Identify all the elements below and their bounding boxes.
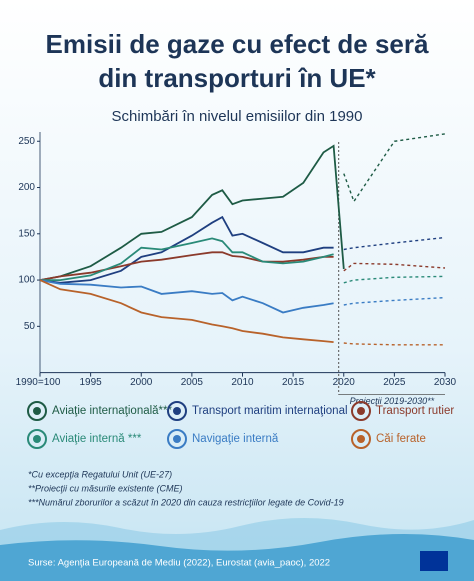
- legend-label: Navigaţie internă: [192, 433, 279, 445]
- series-line: [39, 279, 334, 314]
- legend-dot: [357, 407, 365, 415]
- legend-icon: [167, 429, 187, 449]
- source: Surse: Agenţia Europeană de Mediu (2022)…: [28, 558, 330, 569]
- legend-dot: [173, 407, 181, 415]
- footnote: *Cu excepţia Regatului Unit (UE-27): [28, 469, 172, 479]
- x-tick-label: 1990=100: [16, 377, 61, 388]
- legend-label: Aviaţie internaţională***: [52, 405, 173, 417]
- series-line: [39, 144, 345, 281]
- projection-line: [343, 296, 446, 306]
- wave: [0, 533, 474, 581]
- legend-icon: [351, 429, 371, 449]
- y-tick-label: 150: [18, 228, 35, 239]
- footnote: **Proiecţii cu măsurile existente (CME): [28, 483, 183, 493]
- legend-label: Căi ferate: [376, 433, 426, 445]
- subtitle: Schimbări în nivelul emisiilor din 1990: [112, 108, 363, 125]
- legend-icon: [27, 429, 47, 449]
- series-line: [39, 215, 334, 284]
- x-tick-label: 2000: [130, 377, 153, 388]
- legend-icon: [27, 401, 47, 421]
- x-tick-label: 2015: [282, 377, 305, 388]
- y-tick-label: 250: [18, 136, 35, 147]
- legend-dot: [33, 435, 41, 443]
- legend-label: Transport rutier: [376, 405, 454, 417]
- x-tick-label: 2030: [434, 377, 457, 388]
- legend-icon: [351, 401, 371, 421]
- x-tick-label: 2025: [383, 377, 406, 388]
- footnote: ***Numărul zborurilor a scăzut în 2020 d…: [28, 497, 344, 507]
- x-tick-label: 2020: [333, 377, 356, 388]
- y-tick-label: 50: [24, 321, 36, 332]
- projection-line: [343, 236, 446, 251]
- legend-dot: [33, 407, 41, 415]
- projection-line: [343, 342, 445, 346]
- projection-line: [343, 275, 446, 284]
- x-tick-label: 1995: [80, 377, 103, 388]
- y-tick-label: 100: [18, 275, 35, 286]
- legend-icon: [167, 401, 187, 421]
- x-tick-label: 2005: [181, 377, 204, 388]
- projection-line: [343, 133, 446, 203]
- series-line: [40, 237, 334, 281]
- title: din transporturi în UE*: [98, 63, 376, 93]
- legend-dot: [173, 435, 181, 443]
- y-tick-label: 200: [18, 182, 35, 193]
- series-line: [39, 279, 334, 343]
- legend-label: Transport maritim internaţional: [192, 405, 348, 417]
- projection-line: [343, 262, 446, 272]
- title: Emisii de gaze cu efect de seră: [46, 29, 429, 59]
- projection-label: Proiecţii 2019-2030**: [350, 396, 435, 406]
- eu-flag: [420, 551, 448, 571]
- x-tick-label: 2010: [231, 377, 254, 388]
- legend-dot: [357, 435, 365, 443]
- legend-label: Aviaţie internă ***: [52, 433, 142, 445]
